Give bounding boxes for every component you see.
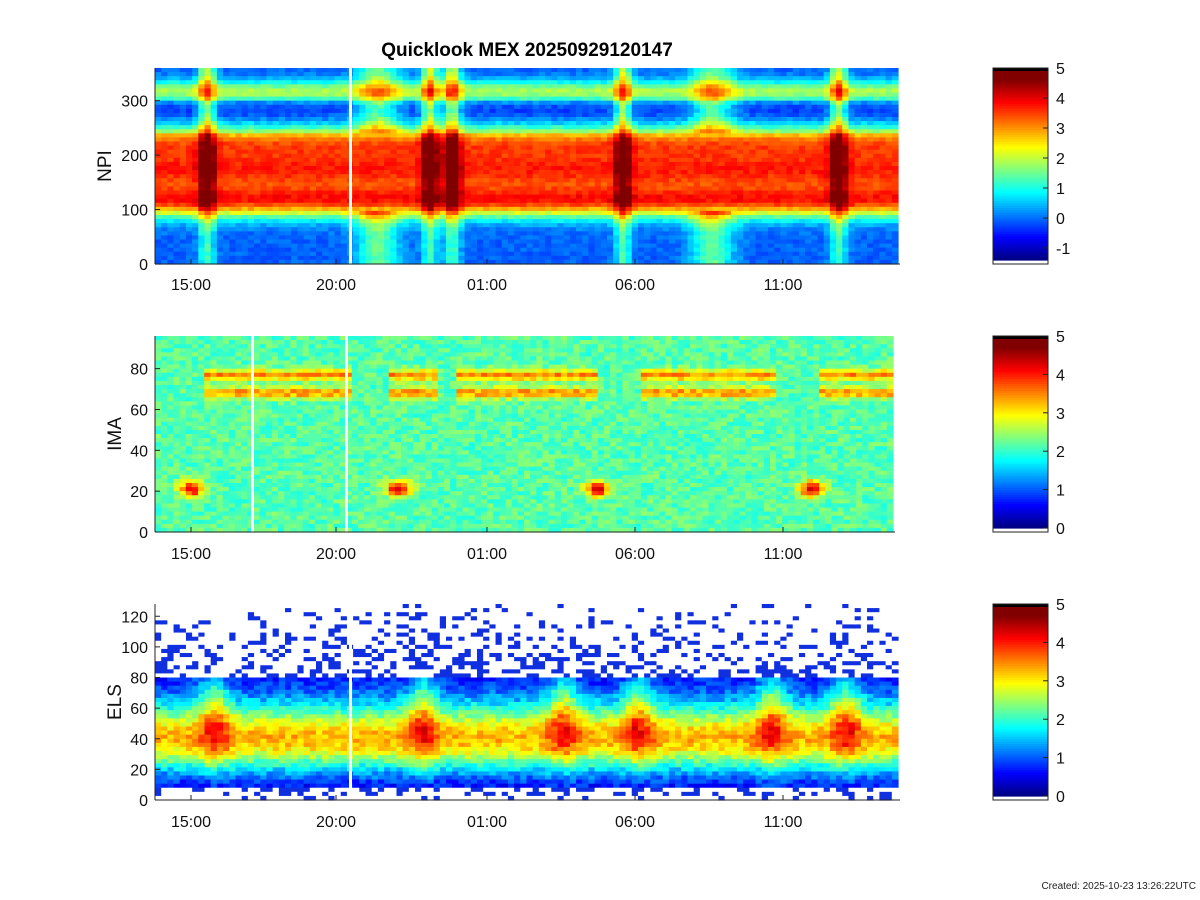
x-tick-label: 15:00 [171,546,211,563]
colorbar-tick-label: 5 [1056,597,1065,614]
colorbar-tick-label: 3 [1056,406,1065,423]
x-tick-label: 01:00 [467,277,507,294]
created-timestamp: Created: 2025-10-23 13:26:22UTC [1041,881,1196,892]
colorbar-tick-label: 5 [1056,329,1065,346]
colorbar-tick-label: -1 [1056,241,1070,258]
colorbar-tick-label: 2 [1056,444,1065,461]
y-tick-label: 60 [130,403,148,420]
ima-colorbar: 0 1 2 3 4 5 [992,329,1065,538]
els-spectrogram [155,604,899,801]
x-tick-label: 15:00 [171,277,211,294]
y-tick-label: 80 [130,671,148,688]
x-tick-label: 20:00 [316,277,356,294]
y-axis-label: IMA [105,417,126,451]
npi-spectrogram [155,68,899,265]
panel-npi: 0 100 200 300 15:00 20:00 01:00 06:00 11:00 NPI -1… [95,61,1070,294]
y-tick-label: 0 [139,793,148,810]
colorbar-tick-label: 1 [1056,751,1065,768]
y-tick-label: 120 [121,609,148,626]
y-tick-label: 60 [130,701,148,718]
colorbar-tick-label: 5 [1056,61,1065,78]
colorbar-tick-label: 4 [1056,91,1065,108]
y-tick-label: 20 [130,762,148,779]
panel-ima: 0 20 40 60 80 15:00 20:00 01:00 06:00 11:00 IMA 0 1 2… [105,329,1065,563]
x-tick-label: 01:00 [467,814,507,831]
x-tick-label: 11:00 [764,546,803,563]
ima-spectrogram [155,336,894,533]
y-tick-label: 100 [121,640,148,657]
colorbar-tick-label: 3 [1056,121,1065,138]
x-tick-label: 11:00 [764,814,803,831]
y-tick-label: 100 [121,203,148,220]
els-colorbar: 0 1 2 3 4 5 [992,597,1065,806]
figure-title: Quicklook MEX 20250929120147 [381,40,673,61]
colorbar-tick-label: 0 [1056,521,1065,538]
colorbar-tick-label: 4 [1056,635,1065,652]
y-tick-label: 0 [139,525,148,542]
colorbar-tick-label: 1 [1056,483,1065,500]
y-tick-label: 200 [121,148,148,165]
colorbar-tick-label: 2 [1056,151,1065,168]
x-tick-label: 06:00 [615,546,655,563]
colorbar-tick-label: 3 [1056,674,1065,691]
y-tick-label: 20 [130,484,148,501]
x-tick-label: 15:00 [171,814,211,831]
y-tick-label: 40 [130,732,148,749]
colorbar-tick-label: 0 [1056,789,1065,806]
npi-colorbar: -1 0 1 2 3 4 5 [992,61,1070,265]
y-tick-label: 80 [130,362,148,379]
x-tick-label: 06:00 [615,277,655,294]
y-tick-label: 300 [121,94,148,111]
y-tick-label: 0 [139,257,148,274]
y-axis-label: NPI [95,150,116,182]
colorbar-tick-label: 4 [1056,367,1065,384]
colorbar-tick-label: 2 [1056,712,1065,729]
x-tick-label: 20:00 [316,814,356,831]
x-tick-label: 06:00 [615,814,655,831]
x-tick-label: 01:00 [467,546,507,563]
x-tick-label: 20:00 [316,546,356,563]
x-tick-label: 11:00 [764,277,803,294]
y-axis-label: ELS [105,684,126,720]
y-tick-label: 40 [130,443,148,460]
colorbar-tick-label: 0 [1056,211,1065,228]
colorbar-tick-label: 1 [1056,181,1065,198]
